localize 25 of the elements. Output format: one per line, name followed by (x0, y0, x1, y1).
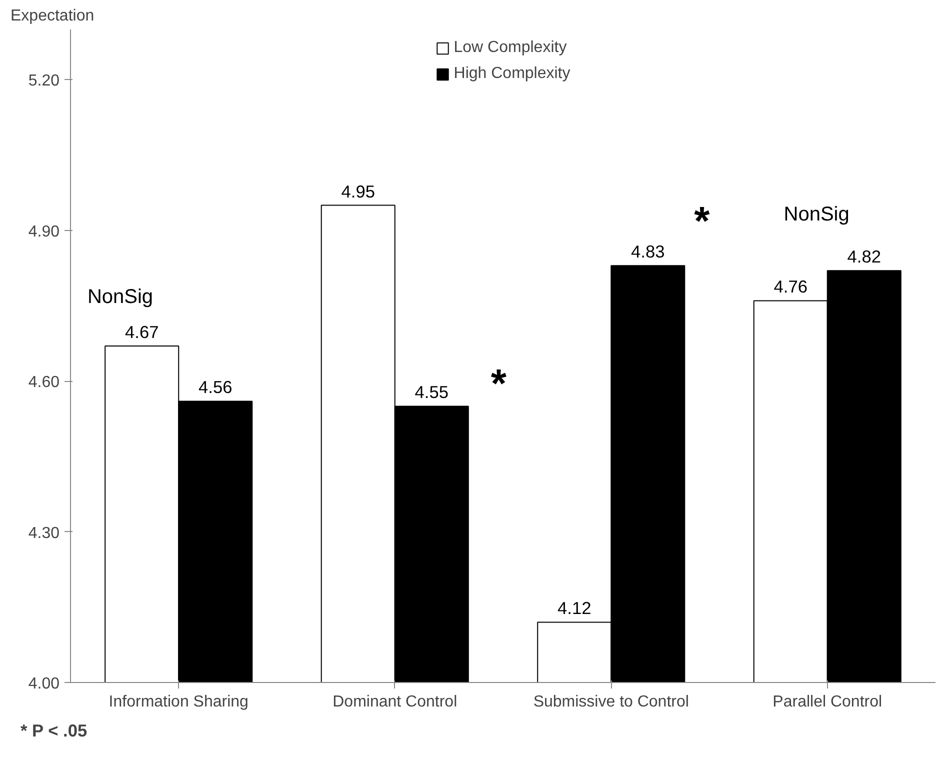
annotation: NonSig (784, 204, 850, 226)
data-label: 4.83 (631, 242, 665, 262)
annotation: NonSig (87, 286, 154, 308)
data-label: 4.82 (847, 246, 882, 267)
data-label: 4.95 (341, 181, 375, 202)
x-tick-label: Submissive to Control (533, 694, 689, 710)
y-axis-title: Expectation (10, 8, 94, 24)
data-label: 4.67 (125, 322, 159, 342)
text: * P < .05 (20, 720, 88, 740)
legend-label: High Complexity (454, 65, 570, 83)
data-label: 4.56 (198, 377, 232, 398)
y-tick-label: 4.30 (28, 524, 60, 542)
y-tick-label: 4.60 (28, 374, 60, 392)
annotation: * (694, 200, 710, 244)
x-tick-label: Information Sharing (108, 694, 248, 710)
data-label: 4.12 (558, 598, 592, 618)
data-label: 4.76 (774, 276, 808, 297)
data-label: 4.55 (414, 382, 449, 402)
annotation: * (490, 362, 507, 406)
x-tick-label: Dominant Control (332, 694, 458, 710)
y-tick-label: 4.00 (28, 676, 60, 692)
y-tick-label: 4.90 (28, 223, 60, 240)
legend-label: Low Complexity (454, 39, 567, 57)
y-tick-label: 5.20 (28, 72, 60, 90)
x-tick-label: Parallel Control (772, 694, 882, 710)
